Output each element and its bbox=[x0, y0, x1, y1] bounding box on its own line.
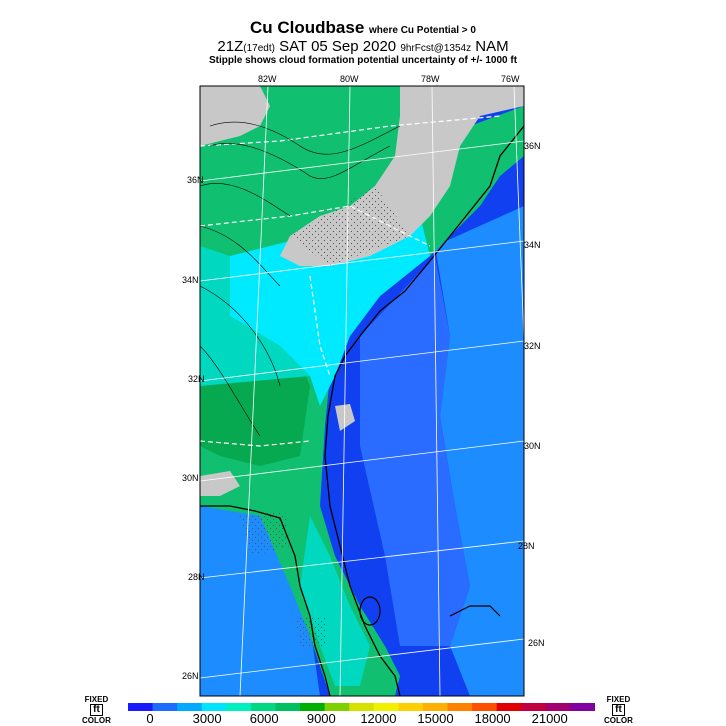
lat-label-left-32n: 32N bbox=[188, 374, 205, 384]
colorbar-swatch bbox=[349, 703, 375, 711]
colorbar-swatch bbox=[496, 703, 522, 711]
contour-lines bbox=[199, 121, 401, 437]
colorbar-swatch bbox=[398, 703, 424, 711]
valid-date: SAT 05 Sep 2020 bbox=[279, 38, 397, 55]
colorbar-swatch bbox=[300, 703, 326, 711]
state-borders bbox=[199, 115, 501, 447]
lat-label-left-26n: 26N bbox=[182, 671, 199, 681]
colorbar-swatch bbox=[152, 703, 178, 711]
colorbar-swatch bbox=[128, 703, 154, 711]
lat-label-right-26n: 26N bbox=[528, 638, 545, 648]
lat-label-left-30n: 30N bbox=[182, 473, 199, 483]
model-name: NAM bbox=[475, 38, 509, 55]
lon-label-80w: 80W bbox=[340, 74, 359, 84]
stipple-gulf bbox=[240, 511, 290, 556]
colorbar-swatch bbox=[373, 703, 399, 711]
colorbar-tick-label: 21000 bbox=[531, 711, 568, 726]
colorbar-swatch bbox=[422, 703, 449, 711]
title-main: Cu Cloudbase bbox=[249, 18, 365, 37]
colorbar-tick-label: 18000 bbox=[474, 711, 511, 726]
island-1 bbox=[359, 596, 381, 626]
lat-label-left-36n: 36N bbox=[187, 175, 204, 185]
colorbar-swatch bbox=[201, 703, 227, 711]
lat-label-right-32n: 32N bbox=[524, 341, 541, 351]
lon-label-76w: 76W bbox=[501, 74, 520, 84]
stipple-south bbox=[295, 616, 325, 646]
colorbar-tick-label: 9000 bbox=[306, 711, 336, 726]
forecast-info: 9hrFcst@1354z bbox=[400, 43, 472, 54]
colorbar-tick-label: 6000 bbox=[249, 711, 279, 726]
colorbar-right-corner: FIXED ft COLOR bbox=[604, 695, 633, 725]
colorbar-swatch bbox=[545, 703, 571, 711]
colorbar-swatch bbox=[177, 703, 203, 711]
lat-label-left-28n: 28N bbox=[188, 572, 205, 582]
lat-label-right-28n: 28N bbox=[518, 541, 535, 551]
lat-label-right-34n: 34N bbox=[524, 240, 541, 250]
gray-region-coast bbox=[335, 404, 355, 431]
colorbar-swatch bbox=[226, 703, 252, 711]
lon-label-78w: 78W bbox=[421, 74, 440, 84]
colorbar-tick-label: 0 bbox=[146, 711, 154, 726]
colorbar-tick-label: 3000 bbox=[192, 711, 222, 726]
coastal-cyan bbox=[230, 216, 430, 406]
colorbar-swatch bbox=[447, 703, 473, 711]
colorbar-right-bottom: COLOR bbox=[604, 716, 633, 725]
colorbar-swatch bbox=[521, 703, 547, 711]
ocean-mid-band bbox=[360, 256, 470, 646]
colorbar-swatch bbox=[275, 703, 301, 711]
lat-label-left-34n: 34N bbox=[182, 275, 199, 285]
colorbar-left-top: FIXED bbox=[84, 695, 109, 704]
colorbar-swatch bbox=[570, 703, 595, 711]
colorbar-tick-label: 15000 bbox=[417, 711, 454, 726]
valid-time-local: (17edt) bbox=[243, 43, 275, 54]
colorbar-swatch bbox=[250, 703, 276, 711]
colorbar-tick-label: 12000 bbox=[360, 711, 397, 726]
graticule bbox=[199, 85, 539, 697]
colorbar-left-box: ft bbox=[90, 704, 103, 716]
lat-label-right-36n: 36N bbox=[524, 141, 541, 151]
coastal-teal bbox=[200, 246, 310, 386]
title-sub: where Cu Potential > 0 bbox=[369, 25, 476, 36]
florida-teal bbox=[300, 516, 370, 686]
valid-time-line: 21Z(17edt) SAT 05 Sep 2020 9hrFcst@1354z… bbox=[0, 38, 726, 55]
colorbar-left-bottom: COLOR bbox=[82, 716, 111, 725]
map-frame bbox=[199, 85, 525, 697]
stipple-note: Stipple shows cloud formation potential … bbox=[208, 55, 518, 66]
stipple-north bbox=[290, 186, 410, 266]
ocean-offshore-band bbox=[435, 206, 524, 696]
gray-region-northwest bbox=[200, 86, 270, 146]
chart-title: Cu Cloudbase where Cu Potential > 0 bbox=[0, 18, 726, 38]
colorbar-right-top: FIXED bbox=[606, 695, 631, 704]
island-chain bbox=[449, 605, 501, 617]
colorbar-swatch bbox=[324, 703, 350, 711]
colorbar-left-corner: FIXED ft COLOR bbox=[82, 695, 111, 725]
colorbar-right-box: ft bbox=[612, 704, 625, 716]
lat-label-right-30n: 30N bbox=[524, 441, 541, 451]
colorbar-swatch bbox=[472, 703, 498, 711]
valid-time-utc: 21Z bbox=[217, 38, 244, 55]
colorbar bbox=[128, 703, 595, 711]
cloudbase-map bbox=[199, 85, 539, 697]
lon-label-82w: 82W bbox=[258, 74, 277, 84]
